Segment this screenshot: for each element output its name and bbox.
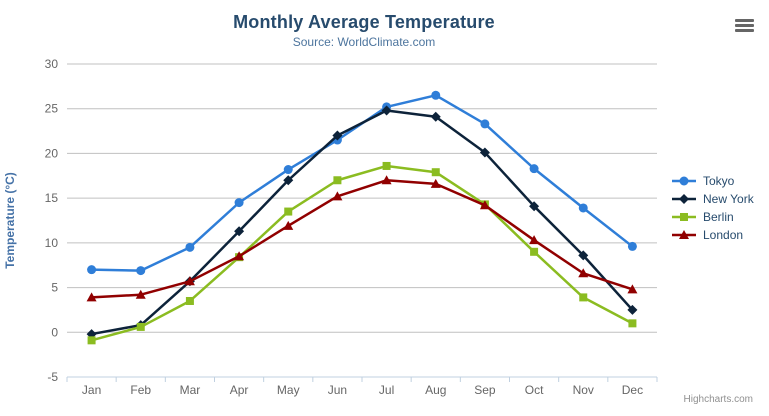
data-point-tokyo[interactable] [283,165,293,175]
square-marker-icon [672,213,696,221]
legend-item-new-york[interactable]: New York [670,190,754,208]
diamond-marker-icon[interactable] [679,194,689,204]
legend-label: Tokyo [703,174,735,188]
triangle-marker-icon[interactable] [679,230,689,239]
x-axis-label: Apr [230,383,249,397]
data-point-london[interactable] [86,292,97,302]
hamburger-menu-icon [735,29,754,32]
data-point-tokyo[interactable] [185,242,195,252]
data-point-new-york[interactable] [479,147,490,158]
data-point-berlin[interactable] [628,319,637,328]
data-point-london[interactable] [529,235,540,245]
circle-marker-icon [672,176,696,186]
data-point-berlin[interactable] [333,176,342,185]
legend-item-tokyo[interactable]: Tokyo [670,172,754,190]
data-point-new-york[interactable] [430,111,441,122]
square-marker-icon[interactable] [680,213,688,221]
legend-label: London [703,228,744,242]
export-menu-button[interactable] [735,19,754,32]
diamond-marker-icon [672,194,696,204]
data-point-new-york[interactable] [381,105,392,116]
data-point-tokyo[interactable] [431,90,441,100]
data-point-london[interactable] [479,200,490,210]
data-point-tokyo[interactable] [480,119,490,129]
circle-marker-icon[interactable] [679,176,689,186]
data-point-berlin[interactable] [579,293,588,302]
y-axis-tick-label: 30 [45,57,59,71]
data-point-berlin[interactable] [382,161,391,170]
data-point-new-york[interactable] [283,175,294,186]
data-point-london[interactable] [578,268,589,278]
data-point-tokyo[interactable] [136,266,146,276]
data-point-london[interactable] [332,191,343,201]
legend-item-berlin[interactable]: Berlin [670,208,754,226]
x-axis-label: Aug [425,383,446,397]
data-point-london[interactable] [234,251,245,261]
data-point-new-york[interactable] [332,130,343,141]
legend-label: New York [703,192,754,206]
data-point-tokyo[interactable] [234,198,244,208]
triangle-marker-icon [672,230,696,239]
data-point-london[interactable] [135,289,146,299]
credits-link[interactable]: Highcharts.com [683,394,753,405]
chart-subtitle: Source: WorldClimate.com [292,35,436,49]
x-axis-label: Sep [474,383,496,397]
hamburger-menu-icon [735,19,754,22]
x-axis-label: Jan [82,383,101,397]
x-axis-label: Jul [379,383,394,397]
x-axis-label: Feb [130,383,151,397]
y-axis-tick-label: 25 [45,102,59,116]
y-axis-tick-label: 15 [45,191,59,205]
data-point-berlin[interactable] [136,322,145,331]
data-point-london[interactable] [184,276,195,286]
y-axis-tick-label: 0 [51,325,58,339]
data-point-london[interactable] [283,220,294,230]
series-line-new-york [91,109,634,336]
hamburger-menu-icon [735,24,754,27]
data-point-tokyo[interactable] [578,203,588,213]
chart-title: Monthly Average Temperature [233,12,495,32]
data-point-new-york[interactable] [234,226,245,237]
data-point-berlin[interactable] [530,247,539,256]
series-line-berlin [91,164,633,342]
x-axis-label: Jun [328,383,347,397]
data-point-berlin[interactable] [284,207,293,216]
y-axis-title: Temperature (°C) [3,172,17,269]
legend: Tokyo New York Berlin London [670,172,754,244]
y-axis-tick-label: 20 [45,146,59,160]
x-axis-label: Nov [573,383,594,397]
data-point-berlin[interactable] [431,168,440,177]
legend-label: Berlin [703,210,734,224]
legend-item-london[interactable]: London [670,226,754,244]
data-point-london[interactable] [430,178,441,188]
x-axis-label: Oct [525,383,544,397]
x-axis-label: May [277,383,300,397]
data-point-tokyo[interactable] [87,265,97,275]
data-point-london[interactable] [381,175,392,185]
data-point-new-york[interactable] [529,201,540,212]
data-point-new-york[interactable] [627,304,638,315]
data-point-tokyo[interactable] [529,164,539,174]
y-axis-tick-label: 5 [51,281,58,295]
x-axis-label: Dec [622,383,643,397]
y-axis-tick-label: 10 [45,236,59,250]
series-line-london [91,179,633,299]
data-point-london[interactable] [627,284,638,294]
data-point-new-york[interactable] [578,250,589,261]
y-axis-tick-label: -5 [47,370,58,384]
data-point-berlin[interactable] [185,296,194,305]
series-line-tokyo [91,94,634,272]
data-point-tokyo[interactable] [627,241,637,251]
data-point-berlin[interactable] [87,336,96,345]
x-axis-label: Mar [180,383,201,397]
